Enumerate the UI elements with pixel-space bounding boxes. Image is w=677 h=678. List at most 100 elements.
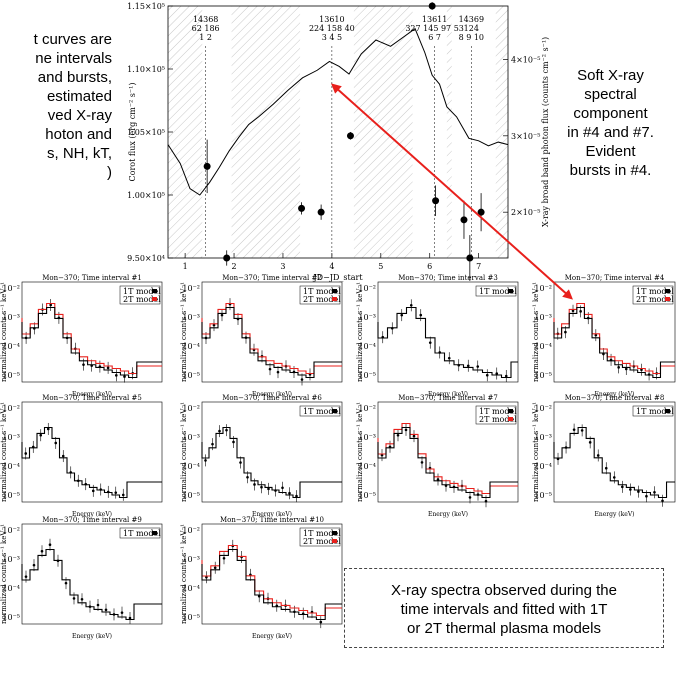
spectrum-x-label: Energy (keV) (72, 633, 112, 640)
caption-line: or 2T thermal plasma models (407, 620, 601, 637)
left-annotation-line: ) (107, 164, 112, 181)
spectrum-point (128, 616, 132, 620)
spectrum-point (276, 370, 280, 374)
xray-flux-point (203, 162, 211, 170)
spectrum-y-label: normalized counts s⁻¹ keV⁻¹ (356, 282, 364, 382)
spectrum-point (580, 429, 584, 432)
model-1t-fit (377, 426, 518, 499)
spectrum-y-tick-label: 10⁻³ (182, 555, 200, 564)
spectrum-frame (377, 281, 519, 383)
spectrum-point (213, 566, 217, 570)
spectrum-panel-title: Mon−370; Time interval #4 (565, 274, 665, 282)
interval-label: 14369 (459, 15, 484, 24)
spectrum-y-label: normalized counts s⁻¹ keV⁻¹ (0, 282, 8, 382)
spectrum-y-tick-label: 10⁻³ (182, 313, 200, 322)
spectrum-panel-title: Mon−370; Time interval #1 (42, 274, 142, 282)
spectrum-y-tick-label: 10⁻⁴ (182, 462, 200, 471)
legend-label: 2T model (636, 295, 674, 304)
spectrum-y-tick-label: 10⁻² (182, 526, 200, 535)
spectrum-point (300, 378, 304, 381)
model-2t-fit (201, 302, 342, 375)
spectrum-y-tick-label: 10⁻² (534, 404, 552, 413)
legend-label: 2T model (479, 415, 517, 424)
legend-label: 1T model (303, 407, 341, 416)
plot-frame (167, 5, 509, 259)
spectrum-y-tick-label: 10⁻³ (534, 433, 552, 442)
spectrum-point (268, 367, 272, 371)
spectrum-point (24, 452, 28, 455)
spectrum-y-tick-label: 10⁻³ (2, 555, 20, 564)
spectrum-point (495, 372, 499, 375)
spectrum-point (396, 433, 400, 437)
spectrum-point (572, 428, 576, 431)
x-tick-label: 5 (378, 262, 383, 271)
spectrum-y-label: normalized counts s⁻¹ keV⁻¹ (0, 524, 8, 624)
spectrum-point (466, 364, 470, 368)
spectrum-y-tick-label: 10⁻⁵ (182, 613, 200, 622)
spectrum-y-tick-label: 10⁻³ (358, 313, 376, 322)
right-annotation-line: component (573, 105, 648, 122)
y-tick-label: 1.00×10⁵ (127, 191, 165, 200)
xray-flux-point (466, 254, 474, 262)
interval-label: 327 145 97 53 (405, 24, 464, 33)
spectrum-panel: Mon−370; Time interval #2 10⁻² 10⁻³ 10⁻⁴ 10⁻… (180, 274, 343, 398)
legend-swatch (332, 289, 337, 293)
spectrum-point (82, 363, 85, 366)
spectrum-panel: Mon−370; Time interval #8 10⁻² 10⁻³ 10⁻⁴ 10⁻… (532, 394, 676, 518)
spectrum-point (594, 333, 598, 337)
spectrum-point (419, 313, 423, 317)
spectrum-point (115, 374, 118, 377)
spectrum-point (104, 608, 108, 612)
interval-label: 62 186 (192, 24, 220, 33)
spectrum-y-tick-label: 10⁻⁴ (2, 584, 20, 593)
spectrum-y-tick-label: 10⁻⁵ (182, 491, 200, 500)
spectrum-y-tick-label: 10⁻³ (534, 313, 552, 322)
interval-label: 1 2 (199, 33, 212, 42)
spectrum-point (400, 313, 404, 317)
x-tick-label: 3 (280, 262, 285, 271)
legend-label: 1T model (123, 287, 161, 296)
model-1t-fit (201, 426, 342, 499)
spectrum-x-label: Energy (keV) (72, 511, 112, 518)
spectrum-y-tick-label: 10⁻⁴ (534, 462, 552, 471)
model-1t-fit (21, 426, 162, 499)
spectrum-y-tick-label: 10⁻⁵ (182, 371, 200, 380)
spectrum-point (218, 429, 221, 433)
spectrum-point (260, 485, 263, 489)
spectrum-point (222, 557, 226, 560)
y-tick-label: 1.15×10⁵ (127, 2, 165, 11)
legend-label: 2T model (303, 295, 341, 304)
left-annotation-line: and bursts, (37, 69, 112, 86)
spectrum-panel-title: Mon−370; Time interval #6 (222, 394, 322, 402)
y-tick-label: 9.50×10⁴ (127, 254, 165, 263)
spectrum-point (64, 581, 68, 585)
spectrum-point (24, 575, 28, 578)
spectrum-y-tick-label: 10⁻⁴ (2, 342, 20, 351)
spectrum-point (624, 367, 628, 371)
spectrum-point (281, 486, 284, 490)
spectrum-legend (119, 527, 161, 539)
spectrum-point (468, 496, 472, 499)
spectrum-point (253, 483, 256, 486)
spectrum-x-label: Energy (keV) (252, 511, 292, 518)
xray-flux-point (460, 216, 468, 224)
spectrum-point (48, 543, 52, 547)
spectrum-point (211, 442, 214, 446)
model-1t-fit (201, 306, 342, 379)
spectrum-panel: Mon−370; Time interval #1 10⁻² 10⁻³ 10⁻⁴ 10⁻… (0, 274, 163, 398)
xray-flux-point (223, 254, 231, 262)
right-annotation: Soft X-ray spectral component in #4 and … (548, 66, 673, 180)
spectrum-y-tick-label: 10⁻³ (2, 433, 20, 442)
spectrum-panel-title: Mon−370; Time interval #7 (398, 394, 498, 402)
spectrum-y-tick-label: 10⁻² (2, 404, 20, 413)
spectrum-y-tick-label: 10⁻⁴ (358, 462, 376, 471)
right-annotation-line: Evident (585, 143, 636, 160)
right-annotation-line: bursts in #4. (569, 162, 652, 179)
spectrum-point (629, 488, 632, 491)
spectrum-point (571, 309, 575, 313)
legend-label: 2T model (123, 295, 161, 304)
spectrum-point (484, 499, 488, 503)
spectrum-point (661, 499, 664, 503)
spectrum-point (476, 365, 480, 368)
spectrum-panel-title: Mon−370; Time interval #5 (42, 394, 142, 402)
